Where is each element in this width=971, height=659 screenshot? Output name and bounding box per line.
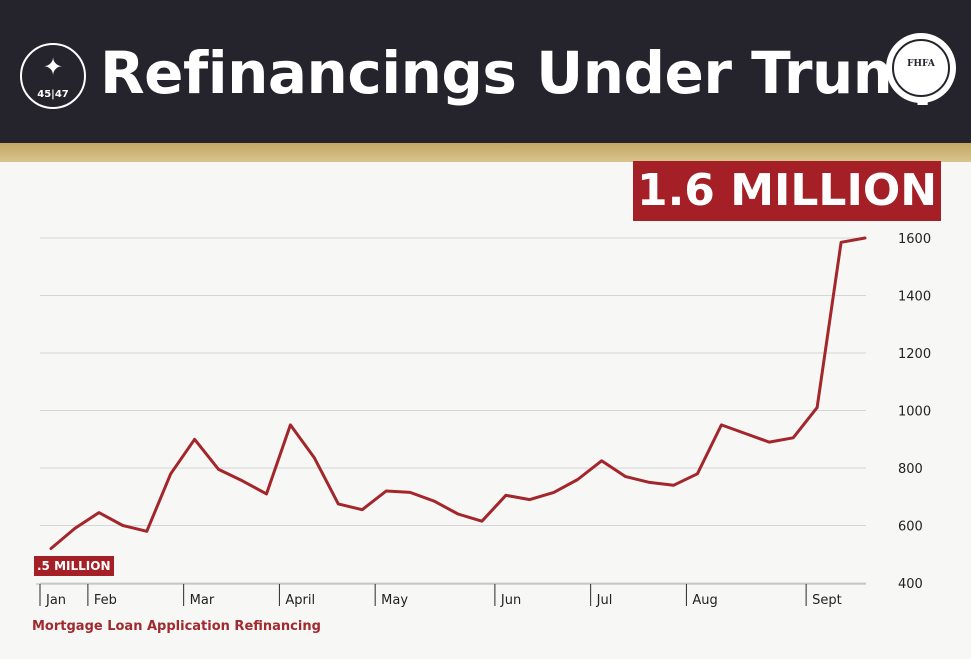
- y-tick-label: 800: [898, 462, 923, 477]
- series-line: [49, 236, 867, 550]
- eagle-icon: ✦: [42, 53, 64, 81]
- x-tick-label: Feb: [94, 593, 117, 608]
- x-tick-label: Aug: [692, 593, 717, 608]
- presidential-seal-icon: ✦ 45|47: [20, 43, 86, 109]
- chart-caption: Mortgage Loan Application Refinancing: [32, 619, 321, 634]
- x-tick-label: Jul: [596, 593, 613, 608]
- x-tick-label: May: [381, 593, 408, 608]
- y-tick-label: 1000: [898, 405, 931, 420]
- x-tick-label: Jun: [500, 593, 521, 608]
- seal-label: FHFA: [907, 59, 935, 69]
- x-tick-label: Mar: [190, 593, 215, 608]
- seal-ring: [892, 39, 950, 97]
- x-tick-label: Jan: [45, 593, 66, 608]
- y-tick-label: 600: [898, 520, 923, 535]
- seal-numbers: 45|47: [37, 89, 69, 100]
- peak-callout: 1.6 MILLION: [633, 161, 941, 221]
- gold-divider: [0, 143, 971, 162]
- fhfa-seal-icon: FHFA: [886, 33, 956, 103]
- y-tick-label: 1600: [898, 232, 931, 247]
- start-callout: .5 MILLION: [34, 556, 114, 576]
- page-title: Refinancings Under Trump: [100, 39, 954, 107]
- x-tick-label: April: [285, 593, 315, 608]
- y-tick-label: 400: [898, 577, 923, 592]
- y-tick-label: 1200: [898, 347, 931, 362]
- header-bar: [0, 0, 971, 143]
- y-tick-label: 1400: [898, 290, 931, 305]
- x-tick-label: Sept: [812, 593, 842, 608]
